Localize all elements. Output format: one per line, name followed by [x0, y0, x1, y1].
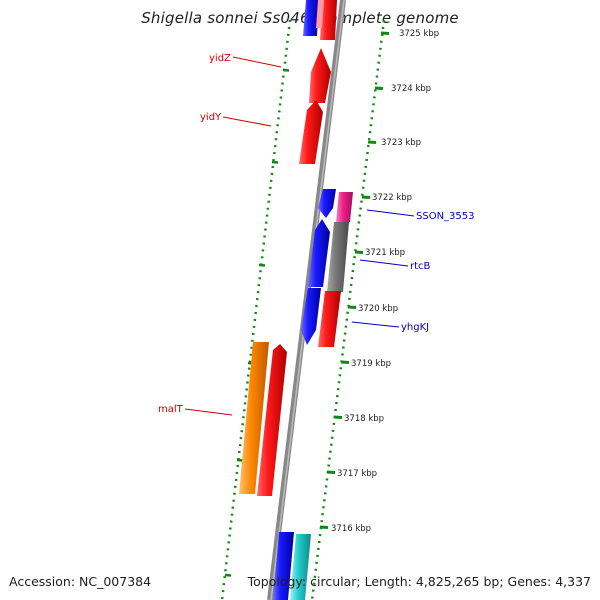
tick-label-3717: 3717 kbp: [337, 469, 377, 479]
genome-summary-text: Topology: circular; Length: 4,825,265 bp…: [247, 574, 591, 589]
label-leaders: [184, 56, 415, 416]
tick-label-3720: 3720 kbp: [358, 304, 398, 314]
label-yidZ[interactable]: yidZ: [209, 53, 231, 64]
tick-label-3718: 3718 kbp: [344, 414, 384, 424]
gene-yhgKJ[interactable]: [318, 291, 341, 347]
gene-labels: yidZ yidY SSON_3553 rtcB yhgKJ malT: [158, 53, 475, 415]
gene-red-malT[interactable]: [257, 344, 287, 496]
gene-blue-mid[interactable]: [308, 219, 330, 287]
gene-blue-small[interactable]: [318, 189, 336, 218]
label-malT[interactable]: malT: [158, 404, 184, 415]
tick-label-3716: 3716 kbp: [331, 524, 371, 534]
label-rtcB[interactable]: rtcB: [410, 261, 431, 272]
tick-label-3722: 3722 kbp: [372, 193, 412, 203]
genome-title: Shigella sonnei Ss046, complete genome: [141, 9, 459, 27]
label-yidY[interactable]: yidY: [200, 112, 222, 123]
gene-rtcB[interactable]: [327, 222, 349, 292]
tick-label-3721: 3721 kbp: [365, 248, 405, 258]
gene-orange-malT[interactable]: [239, 342, 269, 494]
label-yhgKJ[interactable]: yhgKJ: [401, 322, 429, 333]
gene-pink-top[interactable]: [316, 0, 324, 28]
gene-blue-bottom[interactable]: [273, 532, 294, 600]
tick-labels: 3725 kbp 3724 kbp 3723 kbp 3722 kbp 3721…: [331, 29, 439, 534]
scale-ticks: [319, 31, 390, 529]
accession-text: Accession: NC_007384: [9, 574, 152, 589]
gene-cyan-bottom[interactable]: [290, 534, 311, 600]
tick-label-3725: 3725 kbp: [399, 29, 439, 39]
gene-red-top[interactable]: [320, 0, 337, 40]
gene-yidY[interactable]: [299, 100, 323, 164]
label-SSON_3553[interactable]: SSON_3553: [416, 211, 475, 222]
gene-blue-top[interactable]: [303, 0, 319, 36]
gene-yidZ[interactable]: [309, 48, 331, 103]
gene-SSON_3553[interactable]: [336, 192, 353, 222]
gene-blue-low[interactable]: [301, 288, 321, 345]
tick-label-3723: 3723 kbp: [381, 138, 421, 148]
tick-label-3724: 3724 kbp: [391, 84, 431, 94]
tick-label-3719: 3719 kbp: [351, 359, 391, 369]
